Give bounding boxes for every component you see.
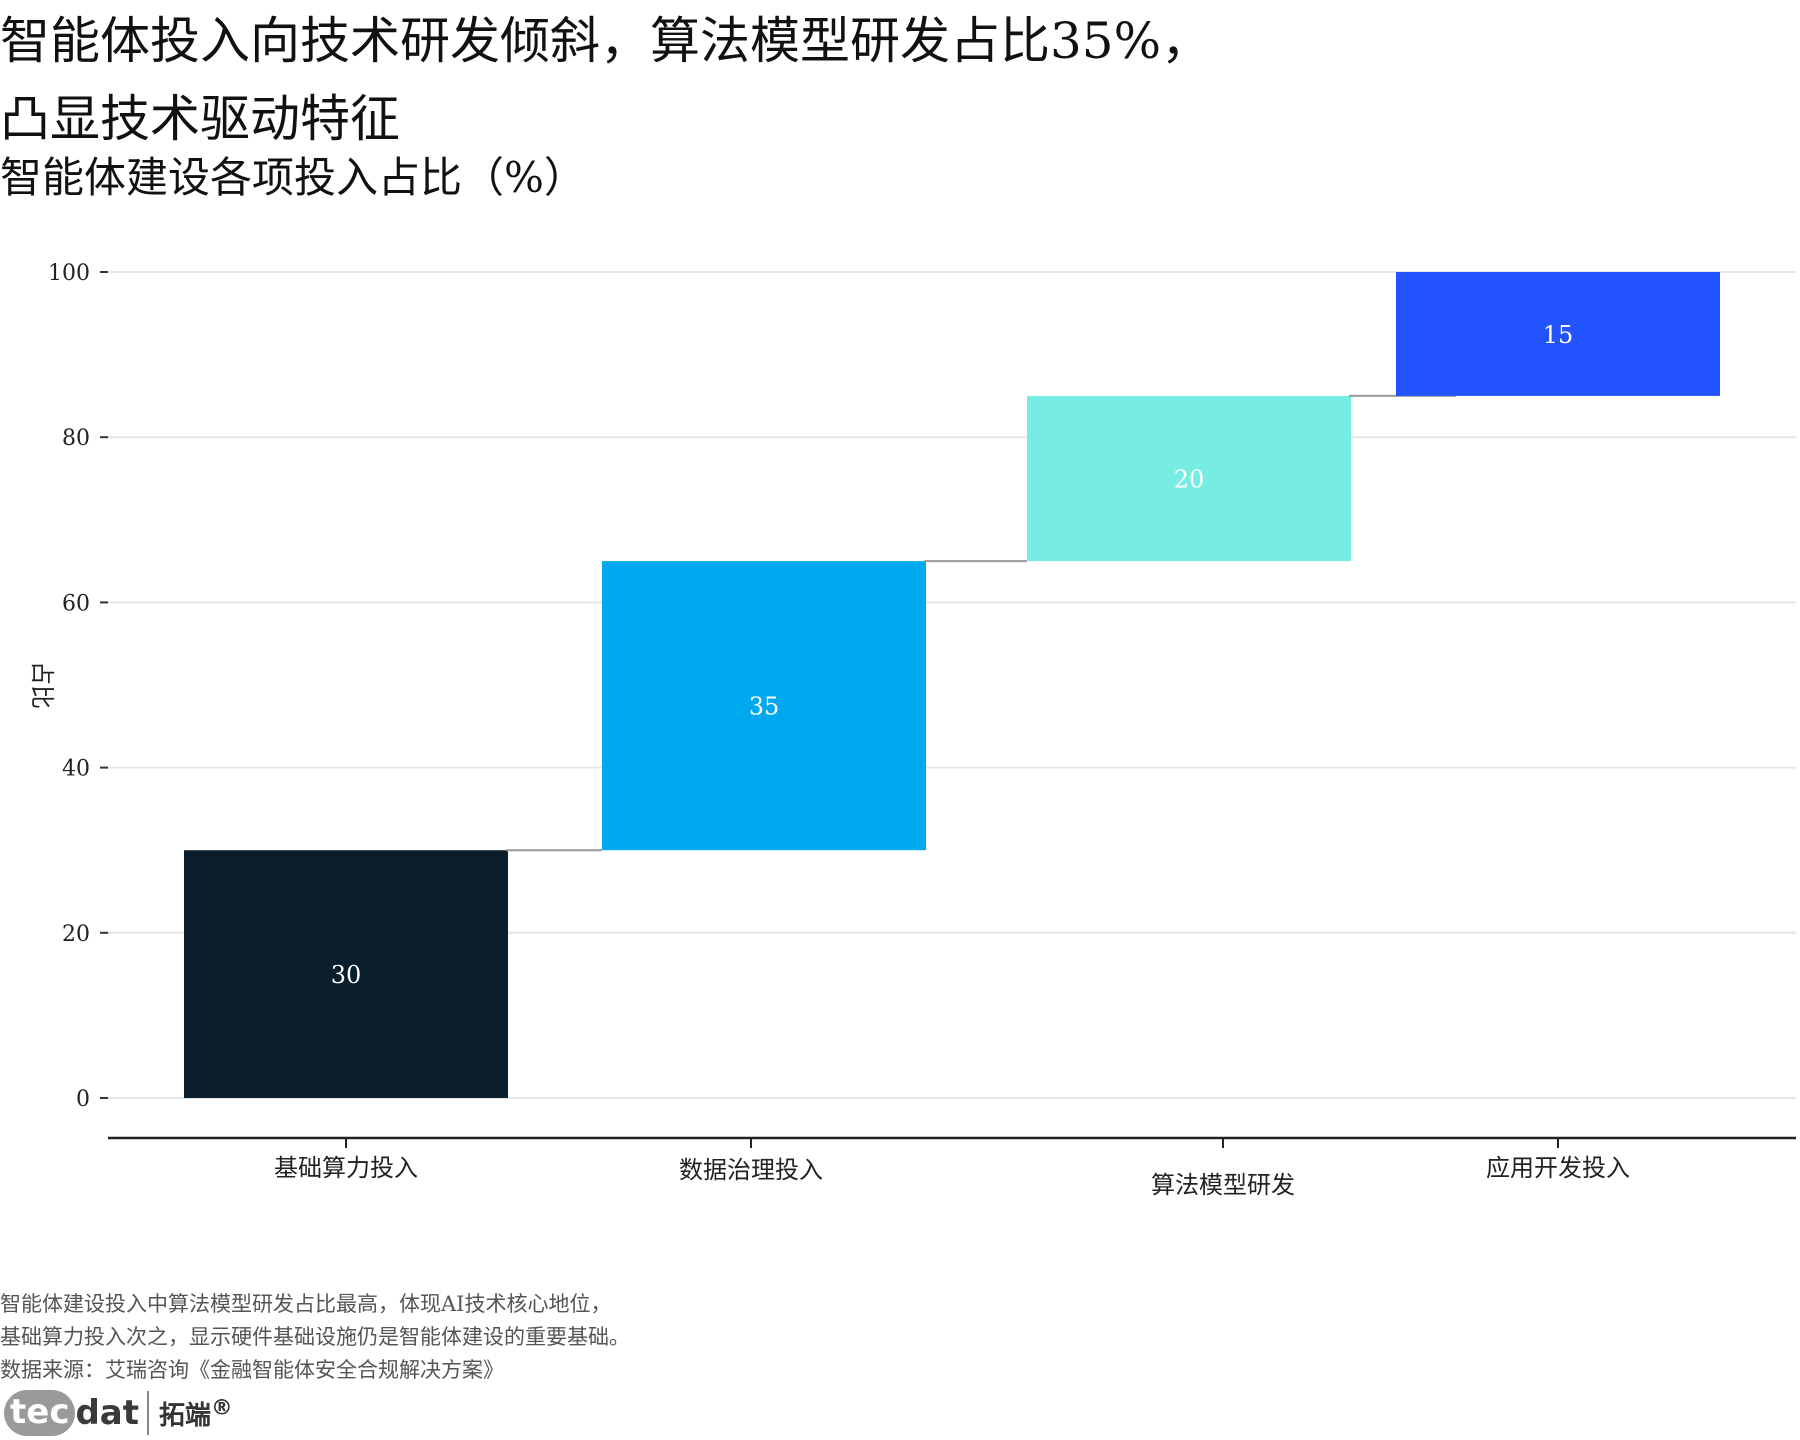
logo-mark: tec dat (4, 1390, 139, 1436)
chart-footer: 智能体建设投入中算法模型研发占比最高，体现AI技术核心地位， 基础算力投入次之，… (0, 1288, 630, 1387)
title-line-1: 智能体投入向技术研发倾斜，算法模型研发占比35%， (0, 12, 1212, 70)
logo-reg: ® (211, 1394, 233, 1420)
logo-cn: 拓端® (159, 1395, 233, 1432)
bar-1 (184, 850, 508, 1098)
x-tick-label: 数据治理投入 (679, 1156, 823, 1184)
waterfall-chart: 0 20 40 60 80 100 占比 30 基础算力投入 35 数据治理投入 20 算法模型研发 15… (28, 261, 1796, 1199)
bar-3 (1027, 395, 1351, 562)
y-tick-label: 80 (62, 426, 90, 451)
logo-mark-dat: dat (75, 1393, 140, 1433)
footer-source: 数据来源：艾瑞咨询《金融智能体安全合规解决方案》 (0, 1358, 504, 1382)
data-label: 30 (331, 961, 362, 989)
y-tick-label: 100 (48, 261, 90, 286)
data-label: 35 (749, 693, 780, 721)
data-label: 15 (1543, 321, 1574, 349)
footer-note-1: 智能体建设投入中算法模型研发占比最高，体现AI技术核心地位， (0, 1292, 612, 1316)
x-tick-label: 基础算力投入 (274, 1154, 418, 1182)
footer-note-2: 基础算力投入次之，显示硬件基础设施仍是智能体建设的重要基础。 (0, 1325, 630, 1349)
x-tick-label: 算法模型研发 (1151, 1171, 1295, 1199)
brand-logo: tec dat 拓端® (4, 1386, 233, 1440)
chart-title: 智能体投入向技术研发倾斜，算法模型研发占比35%， 凸显技术驱动特征 (0, 2, 1780, 158)
y-tick-label: 0 (76, 1087, 90, 1112)
logo-mark-tec: tec (4, 1390, 76, 1436)
x-tick-label: 应用开发投入 (1486, 1154, 1630, 1182)
y-axis-label: 占比 (28, 661, 56, 709)
title-line-2: 凸显技术驱动特征 (0, 90, 400, 148)
bar-2 (602, 561, 926, 851)
y-tick-label: 20 (62, 922, 90, 947)
y-tick-label: 60 (62, 591, 90, 616)
y-tick-label: 40 (62, 757, 90, 782)
chart-subtitle: 智能体建设各项投入占比（%） (0, 153, 586, 202)
logo-divider (147, 1391, 150, 1435)
bar-4 (1396, 272, 1720, 396)
data-label: 20 (1174, 466, 1205, 494)
logo-cn-text: 拓端 (159, 1400, 212, 1431)
